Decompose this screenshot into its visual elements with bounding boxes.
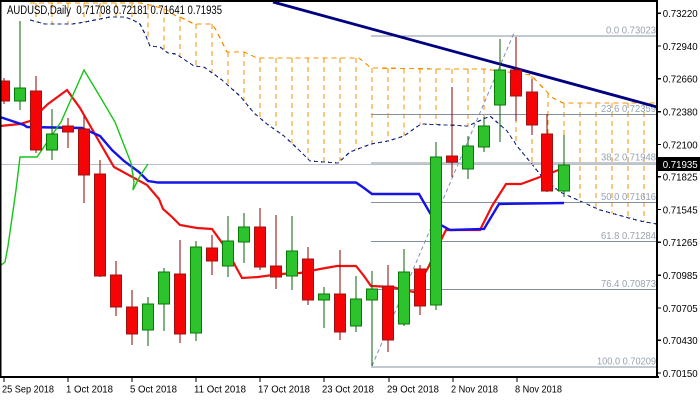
svg-text:0.72380: 0.72380 bbox=[663, 107, 698, 119]
svg-text:0.72100: 0.72100 bbox=[663, 139, 698, 151]
svg-text:5 Oct 2018: 5 Oct 2018 bbox=[130, 384, 177, 396]
svg-text:0.71825: 0.71825 bbox=[663, 172, 698, 184]
svg-text:23 Oct 2018: 23 Oct 2018 bbox=[322, 384, 374, 396]
svg-text:23.6 0.72359: 23.6 0.72359 bbox=[601, 103, 656, 115]
svg-text:0.71935: 0.71935 bbox=[663, 159, 698, 171]
svg-text:0.70150: 0.70150 bbox=[663, 368, 698, 380]
svg-text:38.2 0.71948: 38.2 0.71948 bbox=[601, 152, 656, 164]
svg-text:17 Oct 2018: 17 Oct 2018 bbox=[258, 384, 310, 396]
svg-text:0.70705: 0.70705 bbox=[663, 303, 698, 315]
svg-text:AUDUSD,Daily 0.71708 0.72181: AUDUSD,Daily 0.71708 0.72181 0.71641 0.7… bbox=[7, 5, 222, 17]
svg-text:11 Oct 2018: 11 Oct 2018 bbox=[194, 384, 246, 396]
svg-text:2 Nov 2018: 2 Nov 2018 bbox=[451, 384, 498, 396]
svg-text:29 Oct 2018: 29 Oct 2018 bbox=[387, 384, 439, 396]
svg-text:1 Oct 2018: 1 Oct 2018 bbox=[66, 384, 113, 396]
svg-text:76.4 0.70873: 76.4 0.70873 bbox=[601, 278, 656, 290]
svg-text:100.0 0.70209: 100.0 0.70209 bbox=[597, 355, 656, 367]
svg-text:50.0 0.71616: 50.0 0.71616 bbox=[601, 191, 656, 203]
svg-text:0.73220: 0.73220 bbox=[663, 8, 698, 20]
svg-text:0.0 0.73023: 0.0 0.73023 bbox=[606, 24, 656, 36]
svg-text:8 Nov 2018: 8 Nov 2018 bbox=[515, 384, 562, 396]
svg-text:0.71545: 0.71545 bbox=[663, 204, 698, 216]
svg-text:0.70985: 0.70985 bbox=[663, 270, 698, 282]
svg-text:0.70430: 0.70430 bbox=[663, 335, 698, 347]
svg-text:0.72940: 0.72940 bbox=[663, 41, 698, 53]
svg-text:25 Sep 2018: 25 Sep 2018 bbox=[2, 384, 54, 396]
svg-text:0.71265: 0.71265 bbox=[663, 237, 698, 249]
svg-text:0.72660: 0.72660 bbox=[663, 74, 698, 86]
svg-text:61.8 0.71284: 61.8 0.71284 bbox=[601, 230, 656, 242]
